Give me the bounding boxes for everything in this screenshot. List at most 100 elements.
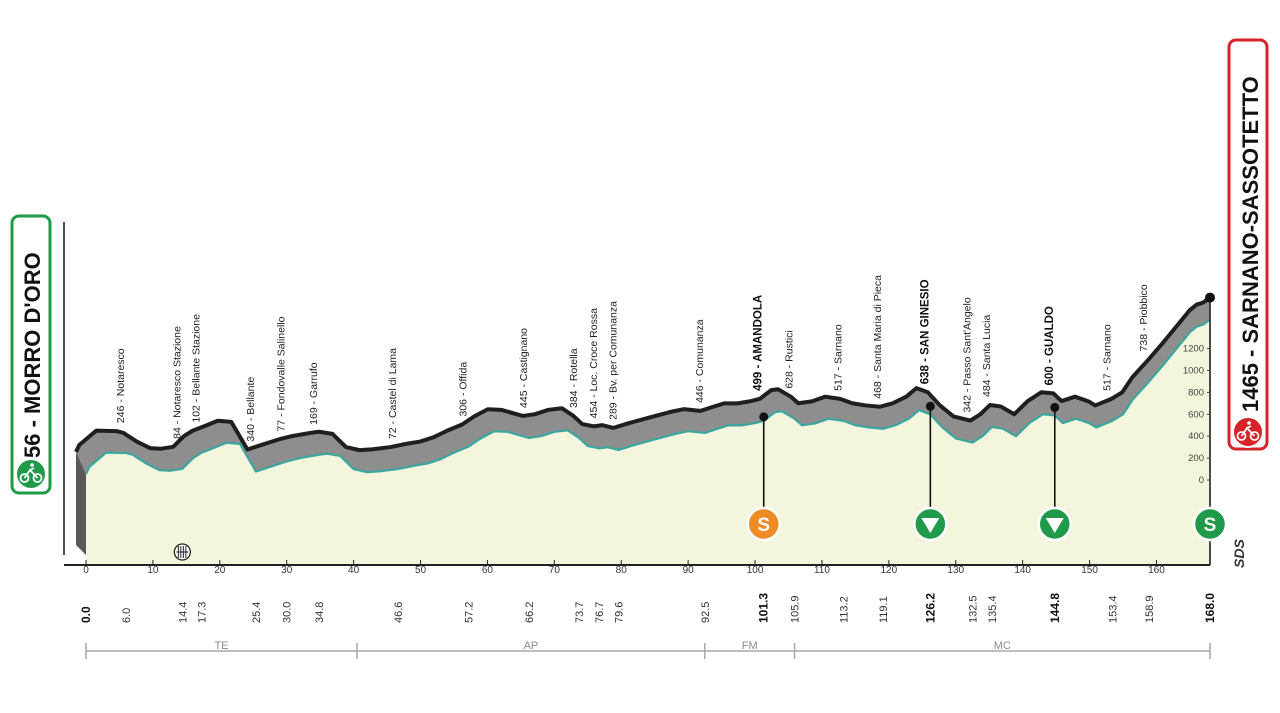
km-label: 57.2 bbox=[464, 602, 476, 623]
finish-sign-frame bbox=[1227, 38, 1269, 451]
finish-s-icon: S bbox=[1192, 506, 1228, 542]
km-label: 34.8 bbox=[314, 602, 326, 623]
x-tick-label: 100 bbox=[747, 565, 764, 576]
marker-dot bbox=[759, 412, 769, 422]
km-label: 30.0 bbox=[282, 602, 294, 623]
km-label: 73.7 bbox=[574, 602, 586, 623]
svg-text:S: S bbox=[757, 515, 770, 536]
km-label: 135.4 bbox=[987, 595, 999, 623]
x-tick-label: 10 bbox=[147, 565, 159, 576]
km-label: 153.4 bbox=[1107, 595, 1119, 623]
y-tick-label: 800 bbox=[1188, 387, 1204, 398]
km-label: 113.2 bbox=[838, 596, 850, 623]
waypoint-label: 77 - Fondovalle Salinello bbox=[276, 316, 288, 431]
waypoint-label: 306 - Offida bbox=[458, 362, 470, 417]
y-axis: 0 200 400 600 800 1000 1200 bbox=[1183, 344, 1210, 486]
cyclist-icon bbox=[1236, 421, 1260, 441]
waypoint-label: 289 - Bv. per Comunanza bbox=[608, 301, 620, 420]
km-label: 144.8 bbox=[1048, 593, 1062, 623]
profile-layer bbox=[74, 295, 1212, 565]
x-tick-label: 90 bbox=[683, 565, 695, 576]
x-tick-label: 130 bbox=[947, 565, 964, 576]
waypoint-label: 72 - Castel di Lama bbox=[387, 348, 399, 439]
km-label: 79.6 bbox=[614, 602, 626, 623]
x-tick-label: 80 bbox=[616, 565, 628, 576]
waypoint-label: 169 - Garrufo bbox=[308, 362, 320, 425]
km-label: 0.0 bbox=[79, 606, 93, 623]
waypoint-label: 628 - Rustici bbox=[784, 330, 796, 388]
profile-surface-line bbox=[85, 318, 1211, 475]
brand-logo: SDS bbox=[1231, 539, 1247, 568]
cyclist-icon bbox=[19, 463, 43, 483]
y-tick-label: 0 bbox=[1199, 475, 1204, 486]
km-label: 119.1 bbox=[878, 596, 890, 623]
province-label: FM bbox=[742, 640, 758, 652]
profile-ridge-line bbox=[74, 295, 1212, 453]
sprint-icon: S bbox=[746, 506, 781, 542]
marker-dot bbox=[1050, 402, 1060, 412]
x-tick-label: 50 bbox=[415, 565, 427, 576]
waypoint-label: 445 - Castignano bbox=[518, 328, 530, 408]
waypoint-label: 499 - AMANDOLA bbox=[753, 295, 765, 391]
start-sign: 56 - MORRO D'ORO bbox=[10, 214, 52, 495]
x-tick-label: 40 bbox=[348, 565, 360, 576]
km-label: 66.2 bbox=[524, 602, 536, 623]
waypoint-label: 384 - Rotella bbox=[568, 348, 580, 408]
km-label: 14.4 bbox=[177, 602, 189, 623]
province-label: TE bbox=[214, 640, 228, 652]
km-label: 105.9 bbox=[790, 595, 802, 623]
waypoint-label: 484 - Santa Lucia bbox=[981, 315, 993, 397]
profile-shadow bbox=[76, 297, 1210, 474]
province-label: MC bbox=[994, 640, 1011, 652]
x-tick-label: 70 bbox=[549, 565, 561, 576]
km-label: 25.4 bbox=[251, 602, 263, 623]
waypoint-label: 638 - SAN GINESIO bbox=[919, 279, 931, 384]
x-tick-label: 120 bbox=[881, 565, 898, 576]
marker-dot bbox=[925, 401, 935, 411]
x-axis: 0 10 20 30 40 50 60 70 80 90 100 110 120 130 140 150 160… bbox=[63, 222, 1217, 623]
waypoint-label: 340 - Bellante bbox=[245, 377, 257, 442]
x-tick-label: 110 bbox=[814, 565, 830, 576]
waypoint-label: 246 - Notaresco bbox=[115, 348, 127, 423]
x-tick-label: 150 bbox=[1081, 565, 1098, 576]
feed-zone-icon bbox=[913, 506, 948, 542]
y-tick-label: 1200 bbox=[1183, 344, 1204, 355]
y-tick-label: 200 bbox=[1188, 453, 1204, 464]
waypoint-label: 454 - Loc. Croce Rossa bbox=[588, 308, 600, 418]
km-label: 158.9 bbox=[1144, 595, 1156, 623]
waypoint-label: 738 - Piobbico bbox=[1138, 284, 1150, 351]
waypoint-labels: 246 - Notaresco 84 - Notaresco Stazione 10… bbox=[115, 275, 1150, 442]
waypoint-label: 342 - Passo Sant'Angelo bbox=[961, 297, 973, 412]
waypoint-label: 600 - GUALDO bbox=[1044, 306, 1056, 385]
km-label: 6.0 bbox=[121, 608, 133, 623]
start-cyclist-icon bbox=[15, 458, 47, 490]
y-tick-label: 600 bbox=[1188, 409, 1204, 420]
km-label: 101.3 bbox=[757, 593, 771, 623]
finish-sign: 1465 - SARNANO-SASSOTETTO bbox=[1227, 38, 1269, 451]
feed-zone-icon bbox=[1037, 506, 1073, 542]
km-label: 46.6 bbox=[393, 602, 405, 623]
waypoint-label: 446 - Comunanza bbox=[694, 319, 706, 403]
province-label: AP bbox=[524, 640, 539, 652]
x-tick-label: 30 bbox=[281, 565, 293, 576]
km-label: 132.5 bbox=[967, 595, 979, 623]
y-tick-label: 400 bbox=[1188, 431, 1204, 442]
level-crossing-icon bbox=[173, 543, 191, 561]
km-label: 92.5 bbox=[700, 602, 712, 623]
start-sign-frame bbox=[10, 214, 52, 495]
finish-cyclist-icon bbox=[1232, 416, 1264, 448]
x-tick-label: 160 bbox=[1148, 565, 1165, 576]
province-bar: TE AP FM MC bbox=[85, 640, 1211, 659]
waypoint-label: 102 - Bellante Stazione bbox=[191, 314, 203, 423]
km-label: 126.2 bbox=[923, 593, 937, 623]
waypoint-label: 468 - Santa Maria di Pieca bbox=[872, 275, 884, 399]
km-label: 17.3 bbox=[197, 602, 209, 623]
profile-start-wall bbox=[76, 451, 86, 555]
svg-text:S: S bbox=[1204, 515, 1217, 536]
waypoint-label: 84 - Notaresco Stazione bbox=[171, 326, 183, 439]
x-tick-label: 60 bbox=[482, 565, 494, 576]
waypoint-label: 517 - Sarnano bbox=[832, 324, 844, 391]
x-tick-label: 140 bbox=[1014, 565, 1031, 576]
